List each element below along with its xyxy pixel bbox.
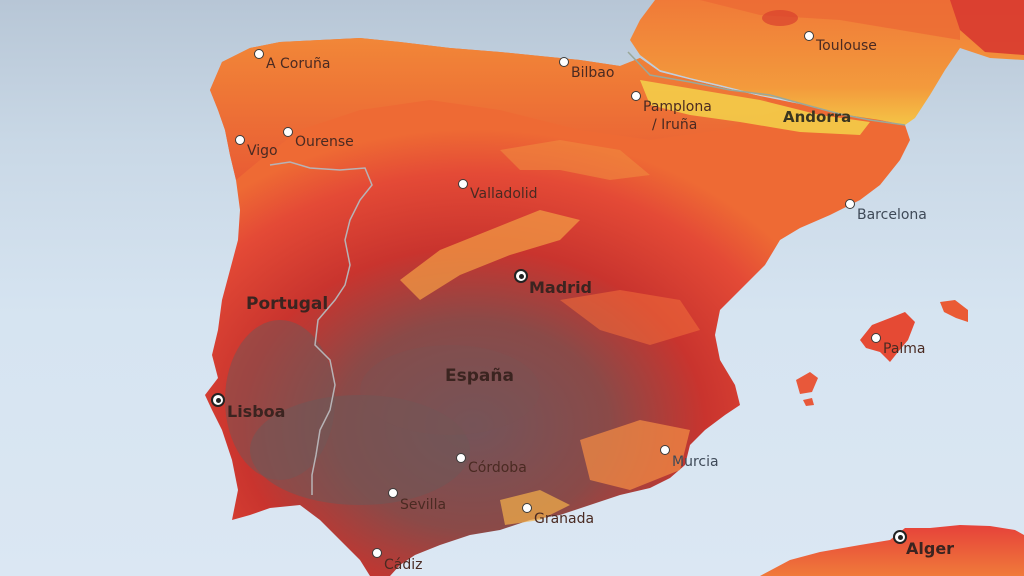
city-marker-toulouse[interactable] bbox=[804, 31, 814, 41]
capital-marker-madrid[interactable] bbox=[514, 269, 528, 283]
city-label-barcelona[interactable]: Barcelona bbox=[857, 207, 927, 223]
country-label-spain: España bbox=[445, 366, 514, 386]
capital-label-lisboa[interactable]: Lisboa bbox=[227, 402, 286, 421]
city-marker-valladolid[interactable] bbox=[458, 179, 468, 189]
city-marker-cadiz[interactable] bbox=[372, 548, 382, 558]
capital-label-madrid[interactable]: Madrid bbox=[529, 278, 592, 297]
city-marker-bilbao[interactable] bbox=[559, 57, 569, 67]
capital-label-alger[interactable]: Alger bbox=[906, 539, 955, 558]
city-label-granada[interactable]: Granada bbox=[534, 511, 595, 527]
city-label-palma[interactable]: Palma bbox=[883, 341, 926, 357]
city-label-pamplona[interactable]: Pamplona bbox=[643, 99, 712, 115]
city-label-valladolid[interactable]: Valladolid bbox=[470, 186, 538, 202]
portugal-spain-border bbox=[269, 161, 373, 495]
city-marker-sevilla[interactable] bbox=[388, 488, 398, 498]
algeria-landmass bbox=[760, 525, 1024, 576]
city-label-cordoba[interactable]: Córdoba bbox=[468, 460, 527, 476]
city-label-murcia[interactable]: Murcia bbox=[672, 454, 719, 470]
city-label-ourense[interactable]: Ourense bbox=[295, 134, 354, 150]
capital-marker-lisboa[interactable] bbox=[211, 393, 225, 407]
city-label-bilbao[interactable]: Bilbao bbox=[571, 65, 615, 81]
country-label-andorra: Andorra bbox=[783, 108, 852, 126]
city-marker-vigo[interactable] bbox=[235, 135, 245, 145]
city-label-toulouse[interactable]: Toulouse bbox=[816, 38, 877, 54]
ibiza-landmass bbox=[796, 372, 818, 394]
city-marker-murcia[interactable] bbox=[660, 445, 670, 455]
france-spain-border bbox=[627, 51, 906, 126]
city-marker-pamplona[interactable] bbox=[631, 91, 641, 101]
city-label-cadiz[interactable]: Cádiz bbox=[384, 557, 423, 573]
menorca-landmass bbox=[940, 300, 968, 322]
city-marker-ourense[interactable] bbox=[283, 127, 293, 137]
city-marker-barcelona[interactable] bbox=[845, 199, 855, 209]
city-marker-a-coruna[interactable] bbox=[254, 49, 264, 59]
city-label-a-coruna[interactable]: A Coruña bbox=[266, 56, 331, 72]
mallorca-landmass bbox=[860, 312, 915, 362]
city-label-sevilla[interactable]: Sevilla bbox=[400, 497, 447, 513]
city-label-iruna[interactable]: / Iruña bbox=[652, 117, 698, 133]
city-label-vigo[interactable]: Vigo bbox=[247, 143, 278, 159]
city-marker-granada[interactable] bbox=[522, 503, 532, 513]
city-marker-cordoba[interactable] bbox=[456, 453, 466, 463]
capital-marker-alger[interactable] bbox=[893, 530, 907, 544]
country-label-portugal: Portugal bbox=[246, 294, 329, 314]
city-marker-palma[interactable] bbox=[871, 333, 881, 343]
